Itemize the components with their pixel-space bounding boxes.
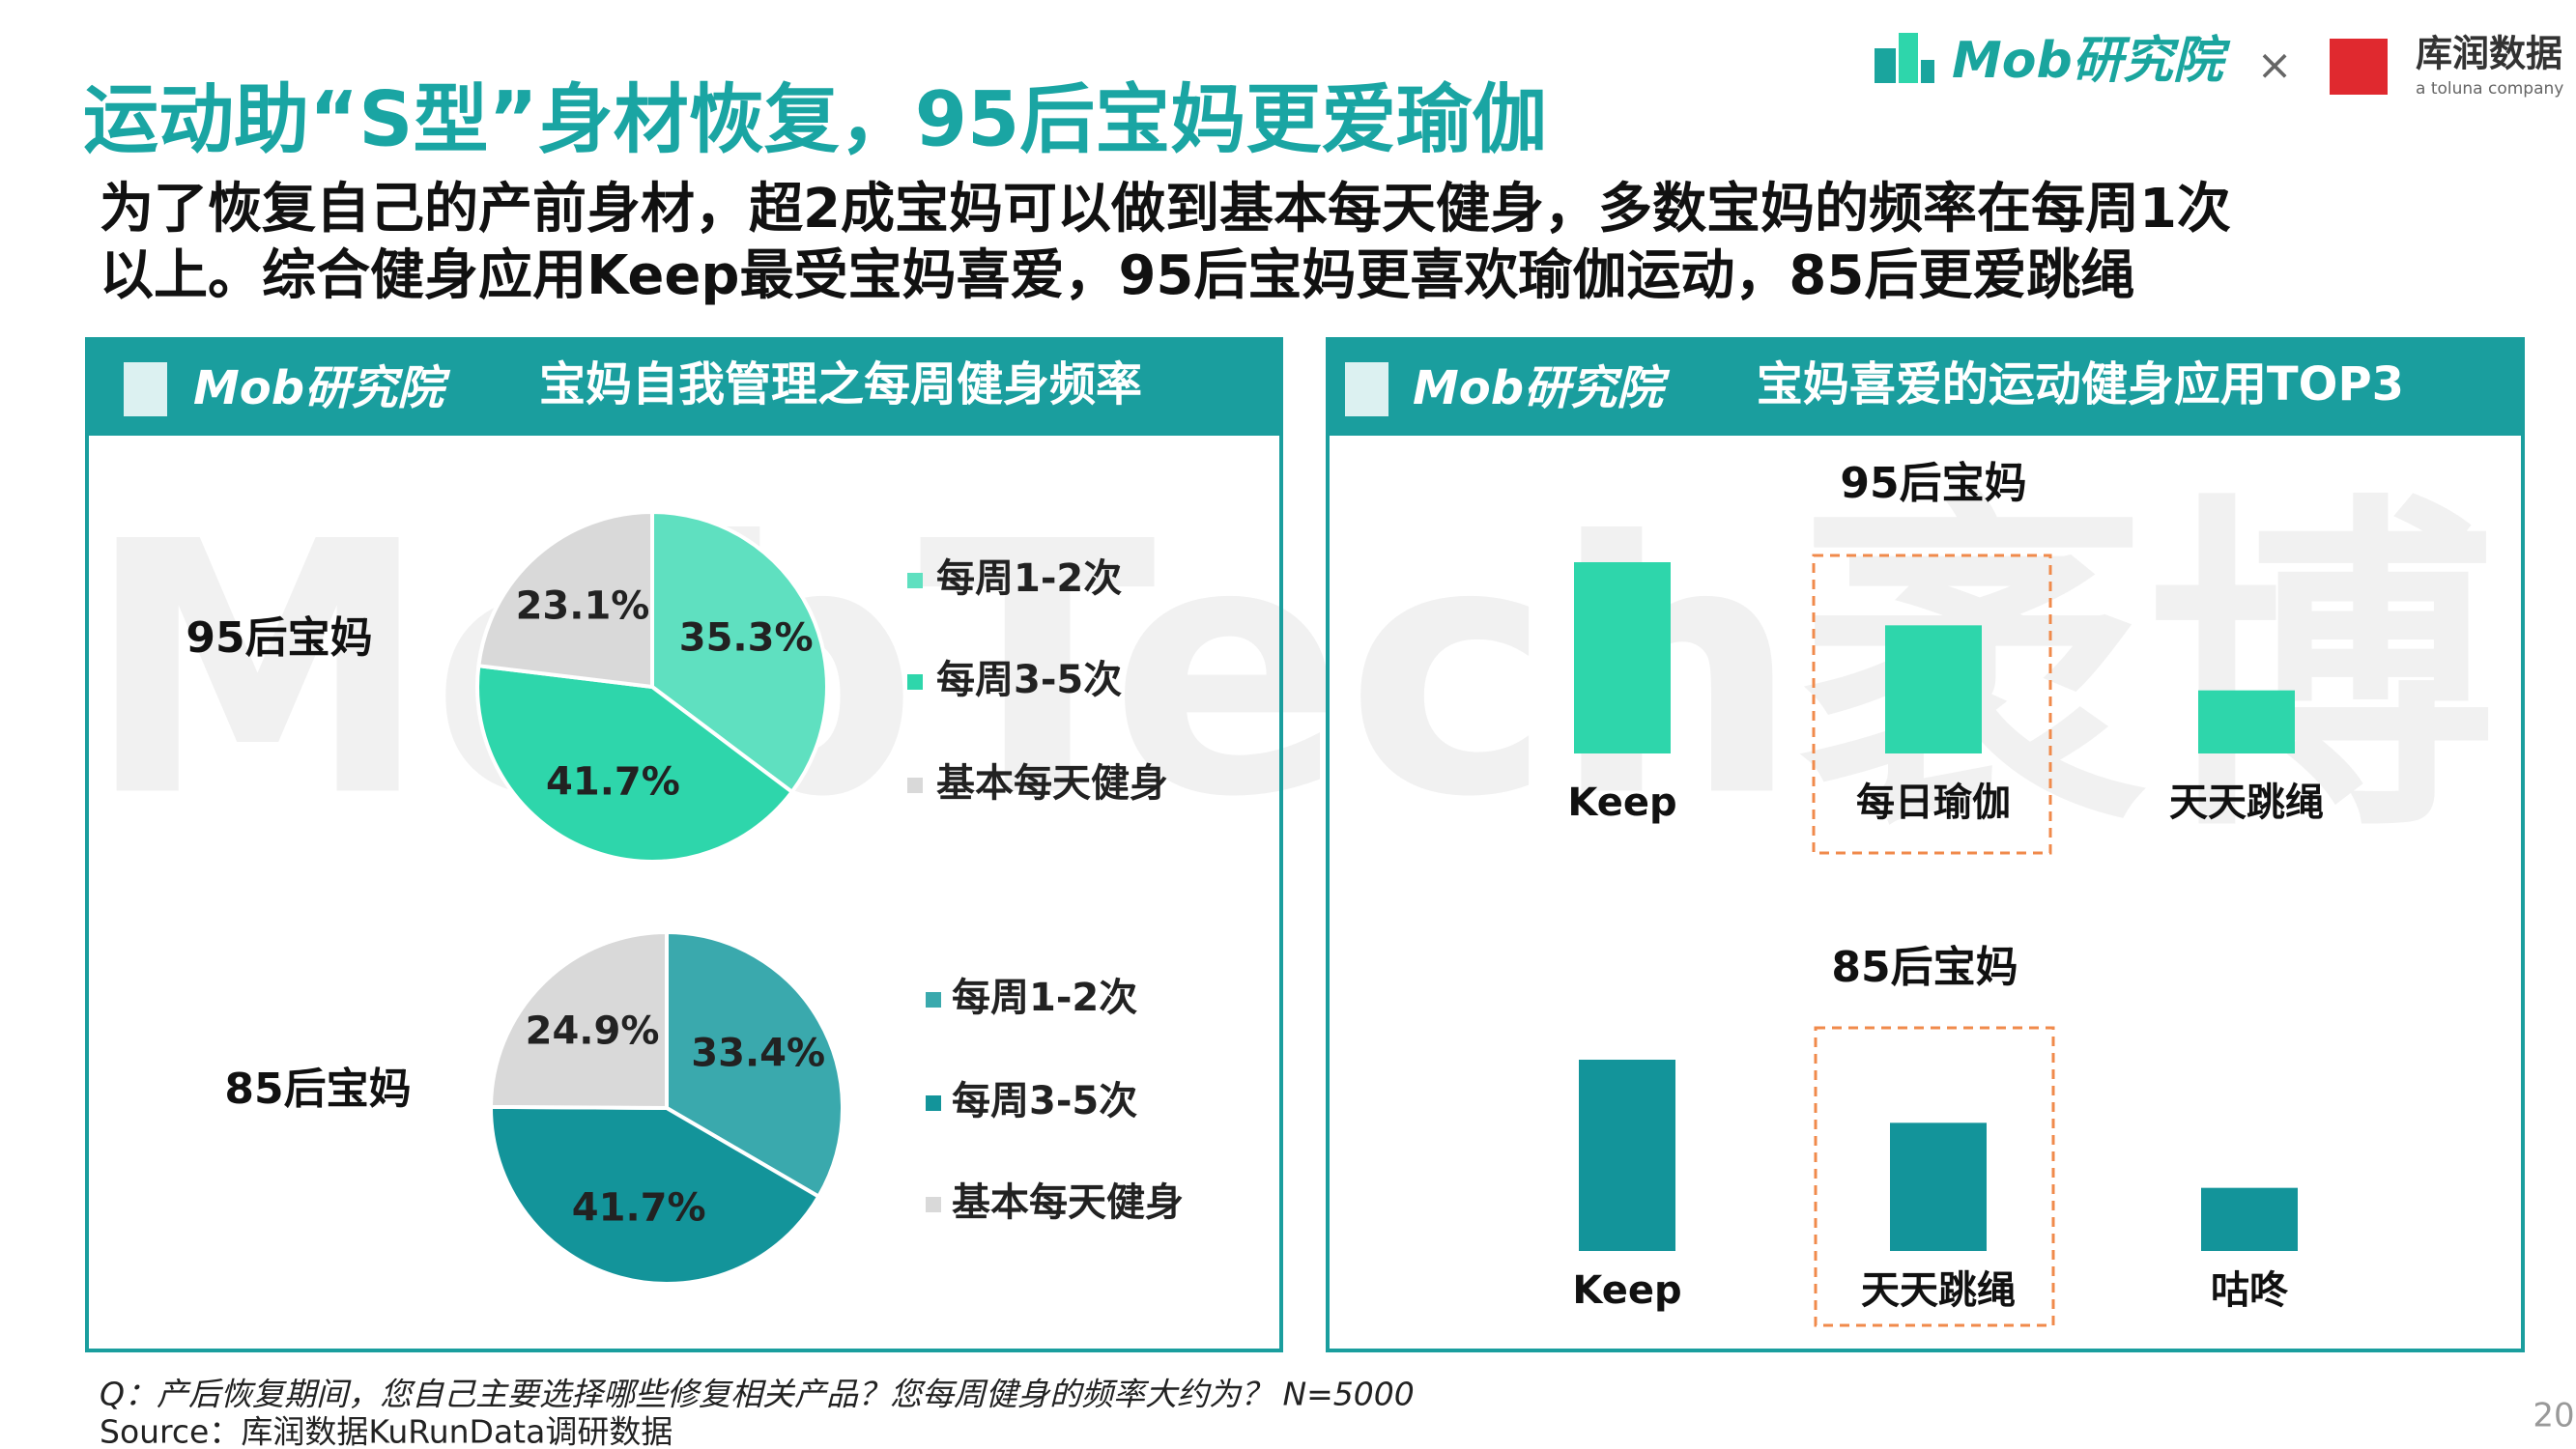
title: 运动助“S型”身材恢复，95后宝妈更爱瑜伽 xyxy=(83,76,1547,163)
pie-slice xyxy=(476,509,654,690)
legend-label: 基本每天健身 xyxy=(952,1180,1184,1225)
legend-swatch xyxy=(926,1095,941,1111)
watermark: MobTech袤博 xyxy=(85,468,2496,872)
highlight-box xyxy=(1814,1026,2055,1327)
legend-label: 每周1-2次 xyxy=(952,976,1137,1020)
data-label: 41.7% xyxy=(546,760,680,805)
category-label: 咕咚 xyxy=(2211,1268,2289,1313)
legend-label: 基本每天健身 xyxy=(936,761,1168,806)
question: Q：产后恢复期间，您自己主要选择哪些修复相关产品？您每周健身的频率大约为？ N=… xyxy=(100,1376,1415,1413)
partner-logo xyxy=(2330,39,2388,95)
legend-swatch xyxy=(907,573,923,588)
partner: 库润数据 xyxy=(2416,33,2562,75)
data-label: 33.4% xyxy=(691,1032,825,1076)
category-label: 天天跳绳 xyxy=(2169,781,2324,825)
data-label: 35.3% xyxy=(679,616,814,661)
bar xyxy=(2198,690,2295,753)
data-label: 24.9% xyxy=(526,1009,660,1054)
highlight-box xyxy=(1812,554,2052,855)
legend-swatch xyxy=(926,1197,941,1212)
panel-title: 宝妈自我管理之每周健身频率 xyxy=(539,357,1142,412)
category-label: Keep xyxy=(1567,781,1676,825)
bar xyxy=(2201,1187,2298,1251)
pie-title: 95后宝妈 xyxy=(186,613,372,663)
legend-swatch xyxy=(907,778,923,793)
data-label: 41.7% xyxy=(572,1185,706,1230)
pie-slice xyxy=(488,929,669,1111)
panel-title: 宝妈喜爱的运动健身应用TOP3 xyxy=(1757,357,2404,412)
source: Source：库润数据KuRunData调研数据 xyxy=(100,1413,673,1449)
legend-label: 每周1-2次 xyxy=(936,556,1122,601)
data-label: 23.1% xyxy=(516,584,650,629)
chart-title: 95后宝妈 xyxy=(1840,459,2026,508)
bar xyxy=(1885,625,1982,753)
times: × xyxy=(2257,41,2293,90)
panel-logo xyxy=(1345,362,1388,416)
legend-swatch xyxy=(907,674,923,690)
pie-slice xyxy=(665,929,844,1200)
brand: Mob研究院 xyxy=(1952,32,2231,90)
legend-label: 每周3-5次 xyxy=(952,1079,1137,1123)
panel-logo xyxy=(124,362,167,416)
partner-tagline: a toluna company xyxy=(2416,79,2563,99)
pie-title: 85后宝妈 xyxy=(224,1065,411,1114)
pie-slice xyxy=(489,1104,821,1286)
pie-slice xyxy=(650,509,829,795)
category-label: Keep xyxy=(1572,1268,1681,1313)
legend-label: 每周3-5次 xyxy=(936,658,1122,702)
pie-slice xyxy=(475,663,795,864)
category-label: 天天跳绳 xyxy=(1861,1268,2016,1313)
chart-title: 85后宝妈 xyxy=(1831,943,2018,992)
mob-logo xyxy=(1875,33,1934,83)
category-label: 每日瑜伽 xyxy=(1856,781,2011,825)
panel-brand: Mob研究院 xyxy=(1413,361,1671,415)
panel-header xyxy=(87,339,1281,436)
bar xyxy=(1579,1060,1675,1251)
panel-header xyxy=(1328,339,2523,436)
panel-brand: Mob研究院 xyxy=(193,361,451,415)
page-number: 20 xyxy=(2533,1397,2574,1435)
subtitle-line: 为了恢复自己的产前身材，超2成宝妈可以做到基本每天健身，多数宝妈的频率在每周1次 xyxy=(100,178,2231,241)
subtitle-line: 以上。综合健身应用Keep最受宝妈喜爱，95后宝妈更喜欢瑜伽运动，85后更爱跳绳 xyxy=(100,244,2134,307)
bar xyxy=(1574,562,1671,753)
legend-swatch xyxy=(926,992,941,1008)
bar xyxy=(1890,1122,1987,1251)
